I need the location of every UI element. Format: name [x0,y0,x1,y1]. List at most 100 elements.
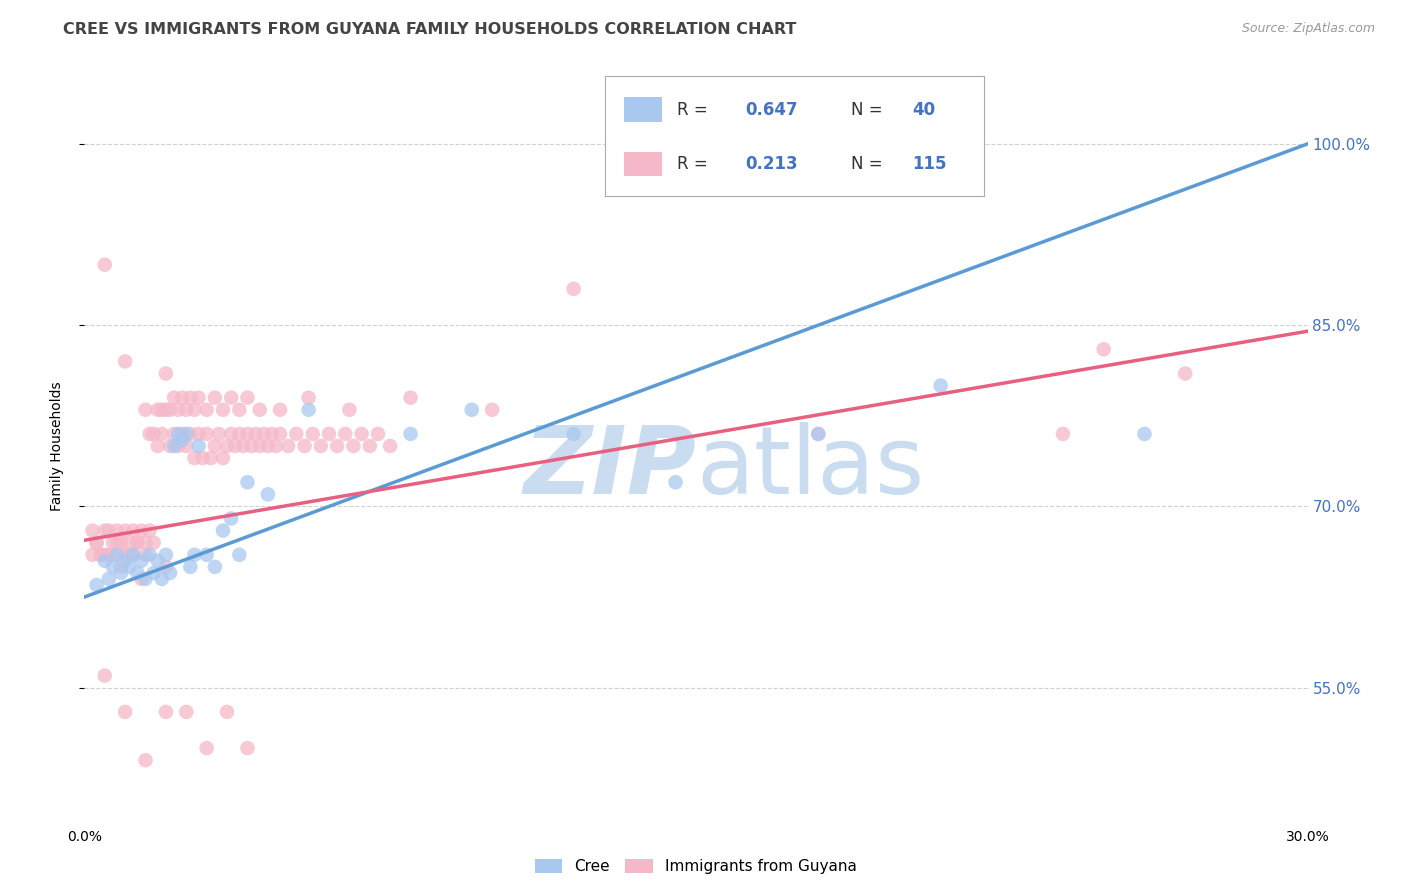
Point [339,402,361,417]
Text: R =: R = [676,154,713,173]
Point [105,535,128,549]
Point [269,402,291,417]
Point [309,439,332,453]
Point [150,426,173,441]
Point [367,426,389,441]
Point [174,426,197,441]
Point [93,524,115,538]
Point [228,426,250,441]
Point [135,535,157,549]
Point [114,554,136,568]
Point [350,426,373,441]
Point [269,426,291,441]
Point [187,426,209,441]
Point [163,439,186,453]
Point [122,548,145,562]
Point [179,426,201,441]
Point [195,402,218,417]
Point [146,554,169,568]
Point [150,572,173,586]
Point [236,391,259,405]
Point [172,433,194,447]
Point [219,426,242,441]
Point [249,402,271,417]
Bar [624,152,662,176]
Text: 115: 115 [912,154,946,173]
Point [90,548,112,562]
Point [114,354,136,368]
Point [326,439,349,453]
Point [150,402,173,417]
Text: 0.647: 0.647 [745,101,797,119]
Point [110,566,132,580]
Point [122,524,145,538]
Point [86,578,108,592]
Point [249,439,271,453]
Point [562,282,585,296]
Point [399,391,422,405]
Point [224,439,246,453]
Point [179,559,201,574]
Point [97,548,120,562]
Point [294,439,316,453]
Point [138,548,160,562]
Point [298,391,321,405]
Point [172,426,194,441]
Point [131,572,153,586]
Point [1174,367,1197,381]
Point [179,391,201,405]
Point [146,402,169,417]
Point [110,535,132,549]
Point [359,439,381,453]
Point [481,402,503,417]
Point [114,524,136,538]
Point [1133,426,1156,441]
Point [135,548,157,562]
Point [146,439,169,453]
Point [342,439,364,453]
Point [127,535,149,549]
Point [219,511,242,525]
Point [118,535,141,549]
Text: 40: 40 [912,101,935,119]
Point [204,391,226,405]
Point [183,402,205,417]
Point [155,705,177,719]
Point [187,391,209,405]
Point [174,705,197,719]
Point [257,487,280,501]
Point [204,559,226,574]
Point [183,548,205,562]
Point [93,548,115,562]
Point [228,548,250,562]
Point [212,402,235,417]
Point [163,391,186,405]
Point [253,426,276,441]
Point [135,572,157,586]
Point [232,439,254,453]
Point [159,439,181,453]
Point [105,524,128,538]
Bar [624,97,662,121]
Point [86,535,108,549]
Text: CREE VS IMMIGRANTS FROM GUYANA FAMILY HOUSEHOLDS CORRELATION CHART: CREE VS IMMIGRANTS FROM GUYANA FAMILY HO… [63,22,797,37]
Point [142,426,165,441]
Point [195,426,218,441]
Point [191,451,214,466]
Point [183,451,205,466]
Point [135,753,157,767]
Point [212,451,235,466]
Point [204,439,226,453]
Point [114,548,136,562]
Point [163,426,186,441]
Point [318,426,340,441]
Point [131,524,153,538]
Point [138,524,160,538]
Point [127,566,149,580]
Point [93,258,115,272]
Point [118,559,141,574]
Point [114,705,136,719]
Point [142,535,165,549]
Point [174,402,197,417]
Point [264,439,287,453]
